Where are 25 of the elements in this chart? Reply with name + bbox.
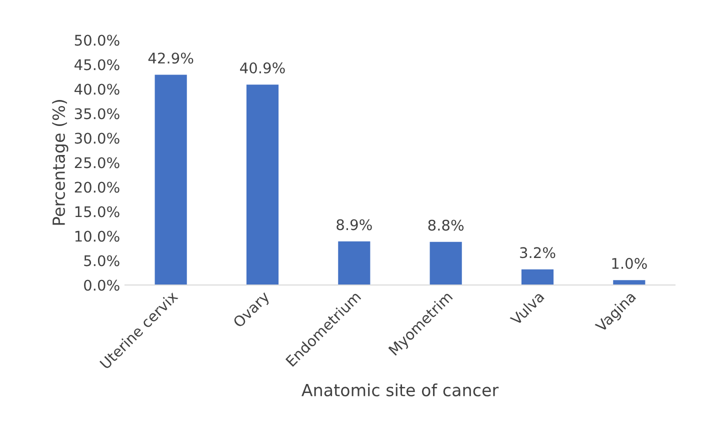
y-tick-label: 35.0% — [74, 108, 120, 120]
data-label: 42.9% — [148, 52, 194, 64]
y-tick-label: 40.0% — [74, 84, 120, 95]
y-tick-label: 25.0% — [74, 157, 120, 168]
bar — [521, 269, 554, 285]
data-label: 1.0% — [612, 258, 647, 269]
y-tick-label: 5.0% — [84, 255, 120, 266]
bar — [338, 241, 370, 285]
y-tick-label: 20.0% — [74, 182, 120, 193]
bar — [430, 242, 462, 285]
data-label: 40.9% — [240, 62, 285, 74]
data-label: 3.2% — [520, 247, 556, 258]
y-tick-label: 0.0% — [84, 280, 120, 291]
bar — [613, 280, 646, 285]
y-tick-label: 45.0% — [74, 59, 120, 70]
data-label: 8.9% — [336, 219, 372, 230]
y-tick-label: 50.0% — [74, 34, 120, 46]
bar — [154, 74, 187, 285]
bar — [246, 84, 279, 285]
y-axis-title: Percentage (%) — [52, 100, 68, 225]
y-tick-label: 15.0% — [75, 206, 120, 218]
y-tick-label: 10.0% — [75, 230, 120, 242]
x-axis-title: Anatomic site of cancer — [302, 383, 499, 396]
data-label: 8.8% — [428, 220, 464, 231]
y-tick-label: 30.0% — [74, 132, 120, 144]
